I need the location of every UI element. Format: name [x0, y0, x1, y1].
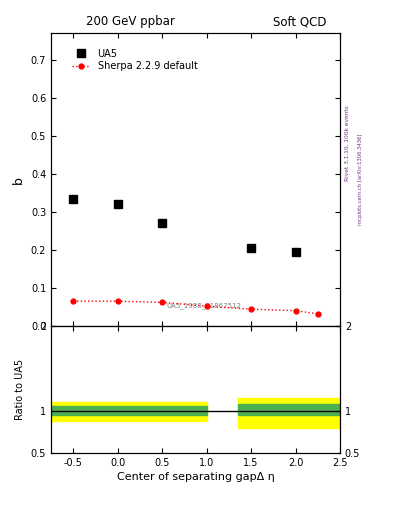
- Line: UA5: UA5: [70, 196, 299, 255]
- Bar: [51, 402, 207, 421]
- UA5: [160, 220, 165, 226]
- Text: Soft QCD: Soft QCD: [273, 15, 326, 28]
- UA5: [293, 249, 298, 255]
- Text: mcplots.cern.ch [arXiv:1306.3436]: mcplots.cern.ch [arXiv:1306.3436]: [358, 134, 364, 225]
- UA5: [71, 196, 76, 202]
- Sherpa 2.2.9 default: [315, 311, 320, 317]
- UA5: [116, 201, 120, 207]
- Legend: UA5, Sherpa 2.2.9 default: UA5, Sherpa 2.2.9 default: [70, 47, 199, 73]
- UA5: [249, 245, 253, 251]
- Sherpa 2.2.9 default: [160, 299, 165, 305]
- Sherpa 2.2.9 default: [204, 303, 209, 309]
- Bar: [51, 407, 207, 415]
- Sherpa 2.2.9 default: [249, 306, 253, 312]
- Sherpa 2.2.9 default: [293, 308, 298, 314]
- Text: UA5_1988_S1867512: UA5_1988_S1867512: [167, 302, 242, 309]
- Sherpa 2.2.9 default: [116, 298, 120, 304]
- Text: Rivet 3.1.10, 100k events: Rivet 3.1.10, 100k events: [345, 105, 350, 181]
- Text: 200 GeV ppbar: 200 GeV ppbar: [86, 15, 175, 28]
- Y-axis label: Ratio to UA5: Ratio to UA5: [15, 359, 25, 420]
- X-axis label: Center of separating gapΔ η: Center of separating gapΔ η: [117, 472, 274, 482]
- Sherpa 2.2.9 default: [71, 298, 76, 304]
- Line: Sherpa 2.2.9 default: Sherpa 2.2.9 default: [71, 299, 320, 316]
- Bar: [238, 398, 340, 428]
- Bar: [238, 404, 340, 415]
- Y-axis label: b: b: [12, 176, 25, 183]
